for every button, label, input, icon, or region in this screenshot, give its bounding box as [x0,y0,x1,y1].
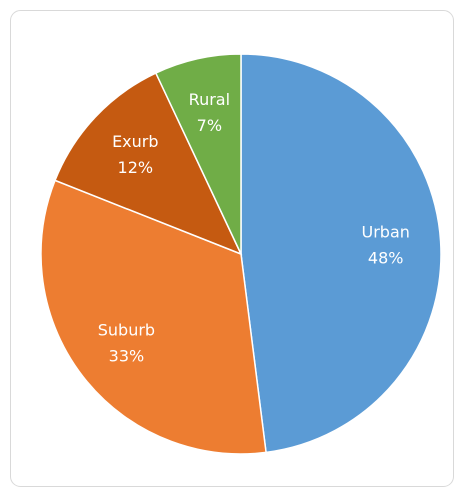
pie-slice [40,179,267,455]
slice-value-label: 7% [197,116,222,135]
slice-category-label: Exurb [112,132,158,151]
pie-slice [54,72,243,256]
slice-category-label: Rural [189,90,230,109]
slice-value-label: 12% [118,158,154,177]
slice-category-label: Urban [362,222,410,241]
slice-value-label: 33% [109,346,145,365]
pie-slice [240,53,442,454]
slice-value-label: 48% [368,248,404,267]
slice-category-label: Suburb [98,320,155,339]
pie-slice [154,53,242,255]
